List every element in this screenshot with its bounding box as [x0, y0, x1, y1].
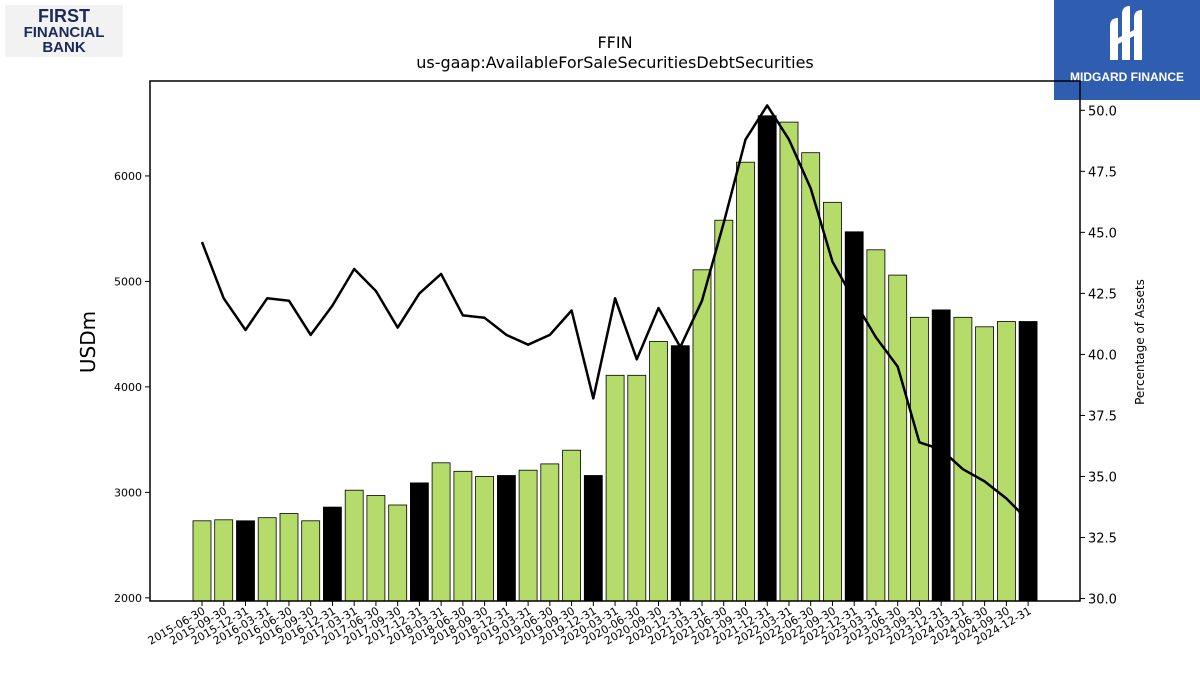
- bar-2019-03-31: [518, 469, 538, 602]
- bar-2019-06-30: [540, 463, 560, 602]
- bar-2023-09-30: [910, 316, 929, 602]
- bar-2019-09-30: [562, 449, 581, 602]
- bar-2021-03-31: [692, 269, 712, 602]
- bar-2017-12-31: [409, 482, 429, 602]
- y2-tick-label: 40.0: [1088, 348, 1117, 363]
- line-series: [200, 104, 1029, 522]
- y2-axis-label: Percentage of Assets: [1133, 279, 1147, 405]
- y2-tick-label: 30.0: [1088, 593, 1117, 608]
- bar-2016-06-30: [279, 513, 299, 602]
- midgard-mark-icon: [1110, 6, 1142, 60]
- axes: 2000 3000 4000 5000 6000 30.0 32.5 35.0 37.5 40.0…: [114, 80, 1117, 648]
- y2-tick-label: 47.5: [1088, 165, 1117, 180]
- logo-left-line1: FIRST: [38, 6, 90, 26]
- y-tick-label: 4000: [114, 381, 142, 394]
- bar-2016-12-31: [322, 506, 342, 602]
- y-tick-label: 3000: [114, 486, 142, 499]
- bar-2018-03-31: [431, 462, 451, 602]
- y2-tick-label: 37.5: [1088, 409, 1117, 424]
- bar-2016-09-30: [301, 520, 321, 602]
- bar-2018-09-30: [475, 476, 495, 602]
- bar-2017-03-31: [344, 489, 364, 602]
- y2-tick-label: 42.5: [1088, 287, 1117, 302]
- y-tick-label: 2000: [114, 592, 142, 605]
- bar-2015-06-30: [192, 520, 212, 602]
- bar-2023-03-31: [866, 249, 886, 602]
- bar-2020-03-31: [605, 374, 625, 602]
- bar-2024-03-31: [953, 316, 973, 602]
- bar-2024-06-30: [975, 326, 994, 602]
- bar-2022-06-30: [801, 152, 821, 602]
- y2-tick-label: 32.5: [1088, 532, 1117, 547]
- bar-2018-12-31: [496, 475, 516, 602]
- bar-2015-09-30: [214, 519, 234, 602]
- midgard-finance-logo: MIDGARD FINANCE: [1054, 0, 1200, 100]
- bar-2018-06-30: [453, 470, 473, 602]
- chart-subtitle: us-gaap:AvailableForSaleSecuritiesDebtSe…: [416, 53, 814, 72]
- percentage-of-assets-line: [200, 104, 1029, 522]
- bar-2020-12-31: [670, 345, 690, 602]
- bar-2016-03-31: [257, 517, 277, 602]
- bar-series: [192, 115, 1038, 602]
- logo-left-line3: BANK: [42, 39, 86, 56]
- first-financial-bank-logo: FIRST FINANCIAL BANK: [5, 5, 123, 57]
- bar-2021-12-31: [757, 115, 777, 602]
- y-tick-label: 5000: [114, 275, 142, 288]
- y2-tick-label: 35.0: [1088, 470, 1117, 485]
- bar-2017-06-30: [366, 495, 386, 602]
- y2-tick-label: 50.0: [1088, 104, 1117, 119]
- bar-2017-09-30: [388, 504, 408, 602]
- bar-2020-06-30: [627, 374, 647, 602]
- bar-2021-09-30: [736, 161, 755, 602]
- bar-2024-12-31: [1018, 321, 1038, 602]
- bar-2015-12-31: [236, 520, 255, 602]
- y-tick-label: 6000: [114, 170, 142, 183]
- bar-2021-06-30: [714, 219, 734, 602]
- y-axis-label: USDm: [76, 311, 100, 373]
- logo-left-line2: FINANCIAL: [23, 24, 105, 41]
- bar-2023-06-30: [888, 274, 908, 602]
- y2-tick-label: 45.0: [1088, 226, 1117, 241]
- bar-2024-09-30: [997, 321, 1016, 602]
- bar-2019-12-31: [583, 475, 603, 602]
- bar-2022-03-31: [779, 121, 799, 602]
- logo-right-name: MIDGARD FINANCE: [1070, 70, 1184, 84]
- chart-title: FFIN: [597, 33, 632, 52]
- bar-2020-09-30: [649, 341, 668, 602]
